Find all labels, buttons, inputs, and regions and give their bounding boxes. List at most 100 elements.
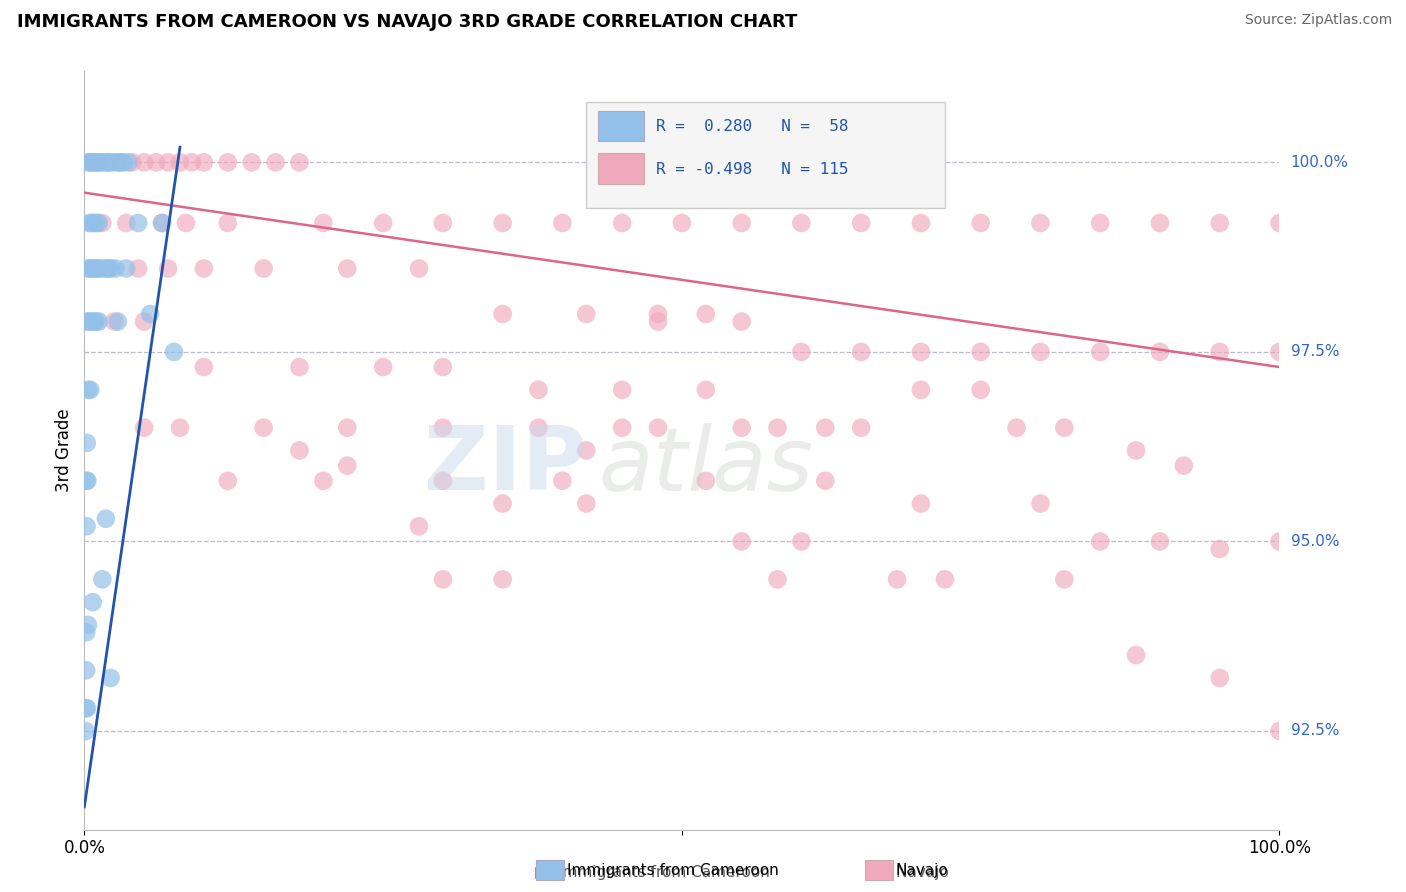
Point — [82, 595, 104, 609]
Point — [132, 421, 156, 435]
Point — [1149, 534, 1171, 549]
Point — [82, 261, 104, 276]
Point — [1053, 421, 1076, 435]
Point — [575, 443, 598, 458]
Point — [731, 315, 754, 329]
Point — [117, 155, 139, 169]
Point — [492, 497, 515, 511]
Point — [77, 315, 100, 329]
Point — [121, 155, 143, 169]
Point — [107, 155, 129, 169]
Point — [87, 216, 110, 230]
Point — [139, 307, 162, 321]
Point — [373, 216, 395, 230]
Point — [97, 155, 120, 169]
Point — [174, 216, 197, 230]
Point — [76, 519, 98, 533]
Point — [814, 421, 837, 435]
Text: R =  0.280   N =  58: R = 0.280 N = 58 — [655, 120, 848, 134]
Point — [1149, 345, 1171, 359]
Point — [910, 383, 932, 397]
Point — [253, 421, 276, 435]
Point — [145, 155, 167, 169]
Point — [217, 474, 239, 488]
Point — [970, 345, 993, 359]
Point — [814, 474, 837, 488]
Point — [217, 216, 239, 230]
Point — [1209, 671, 1232, 685]
Point — [100, 671, 122, 685]
Point — [312, 216, 335, 230]
Y-axis label: 3rd Grade: 3rd Grade — [55, 409, 73, 492]
Point — [647, 307, 669, 321]
Point — [551, 474, 574, 488]
Point — [75, 724, 97, 739]
Point — [492, 216, 515, 230]
Point — [575, 497, 598, 511]
Point — [181, 155, 204, 169]
Point — [79, 383, 101, 397]
Point — [288, 155, 311, 169]
Point — [97, 261, 120, 276]
Point — [432, 216, 454, 230]
Point — [163, 345, 186, 359]
Point — [432, 360, 454, 375]
Point — [169, 155, 191, 169]
Point — [910, 497, 932, 511]
Point — [103, 315, 125, 329]
Point — [89, 155, 111, 169]
Point — [104, 261, 127, 276]
Text: R = -0.498   N = 115: R = -0.498 N = 115 — [655, 161, 848, 177]
Point — [87, 315, 110, 329]
Point — [312, 474, 335, 488]
Point — [150, 216, 173, 230]
Point — [112, 155, 135, 169]
Text: □  Navajo: □ Navajo — [872, 865, 949, 880]
Point — [86, 216, 108, 230]
Point — [1209, 345, 1232, 359]
Point — [1005, 421, 1028, 435]
Point — [217, 155, 239, 169]
Point — [110, 155, 132, 169]
Point — [169, 421, 191, 435]
Point — [86, 155, 108, 169]
Point — [1090, 345, 1112, 359]
Point — [193, 360, 215, 375]
Point — [86, 315, 108, 329]
Point — [77, 261, 100, 276]
Point — [89, 261, 111, 276]
Point — [76, 701, 98, 715]
Point — [100, 155, 122, 169]
Point — [132, 155, 156, 169]
Point — [288, 360, 311, 375]
Text: Source: ZipAtlas.com: Source: ZipAtlas.com — [1244, 13, 1392, 28]
Point — [150, 216, 173, 230]
Point — [77, 216, 100, 230]
Point — [432, 474, 454, 488]
Point — [647, 421, 669, 435]
Text: □  Immigrants from Cameroon: □ Immigrants from Cameroon — [534, 865, 770, 880]
Point — [103, 155, 125, 169]
Point — [336, 261, 359, 276]
Point — [432, 421, 454, 435]
Point — [527, 421, 550, 435]
Point — [193, 261, 215, 276]
Point — [157, 261, 180, 276]
Point — [253, 261, 276, 276]
Point — [671, 216, 693, 230]
Point — [910, 345, 932, 359]
Point — [970, 216, 993, 230]
Point — [612, 421, 634, 435]
Text: Navajo: Navajo — [896, 863, 949, 878]
Point — [79, 261, 101, 276]
Point — [75, 474, 97, 488]
Point — [1173, 458, 1195, 473]
Point — [80, 216, 103, 230]
Point — [1029, 345, 1052, 359]
Point — [76, 474, 98, 488]
Point — [695, 383, 717, 397]
Point — [110, 155, 132, 169]
Point — [790, 345, 813, 359]
Point — [97, 155, 120, 169]
Point — [1125, 648, 1147, 663]
